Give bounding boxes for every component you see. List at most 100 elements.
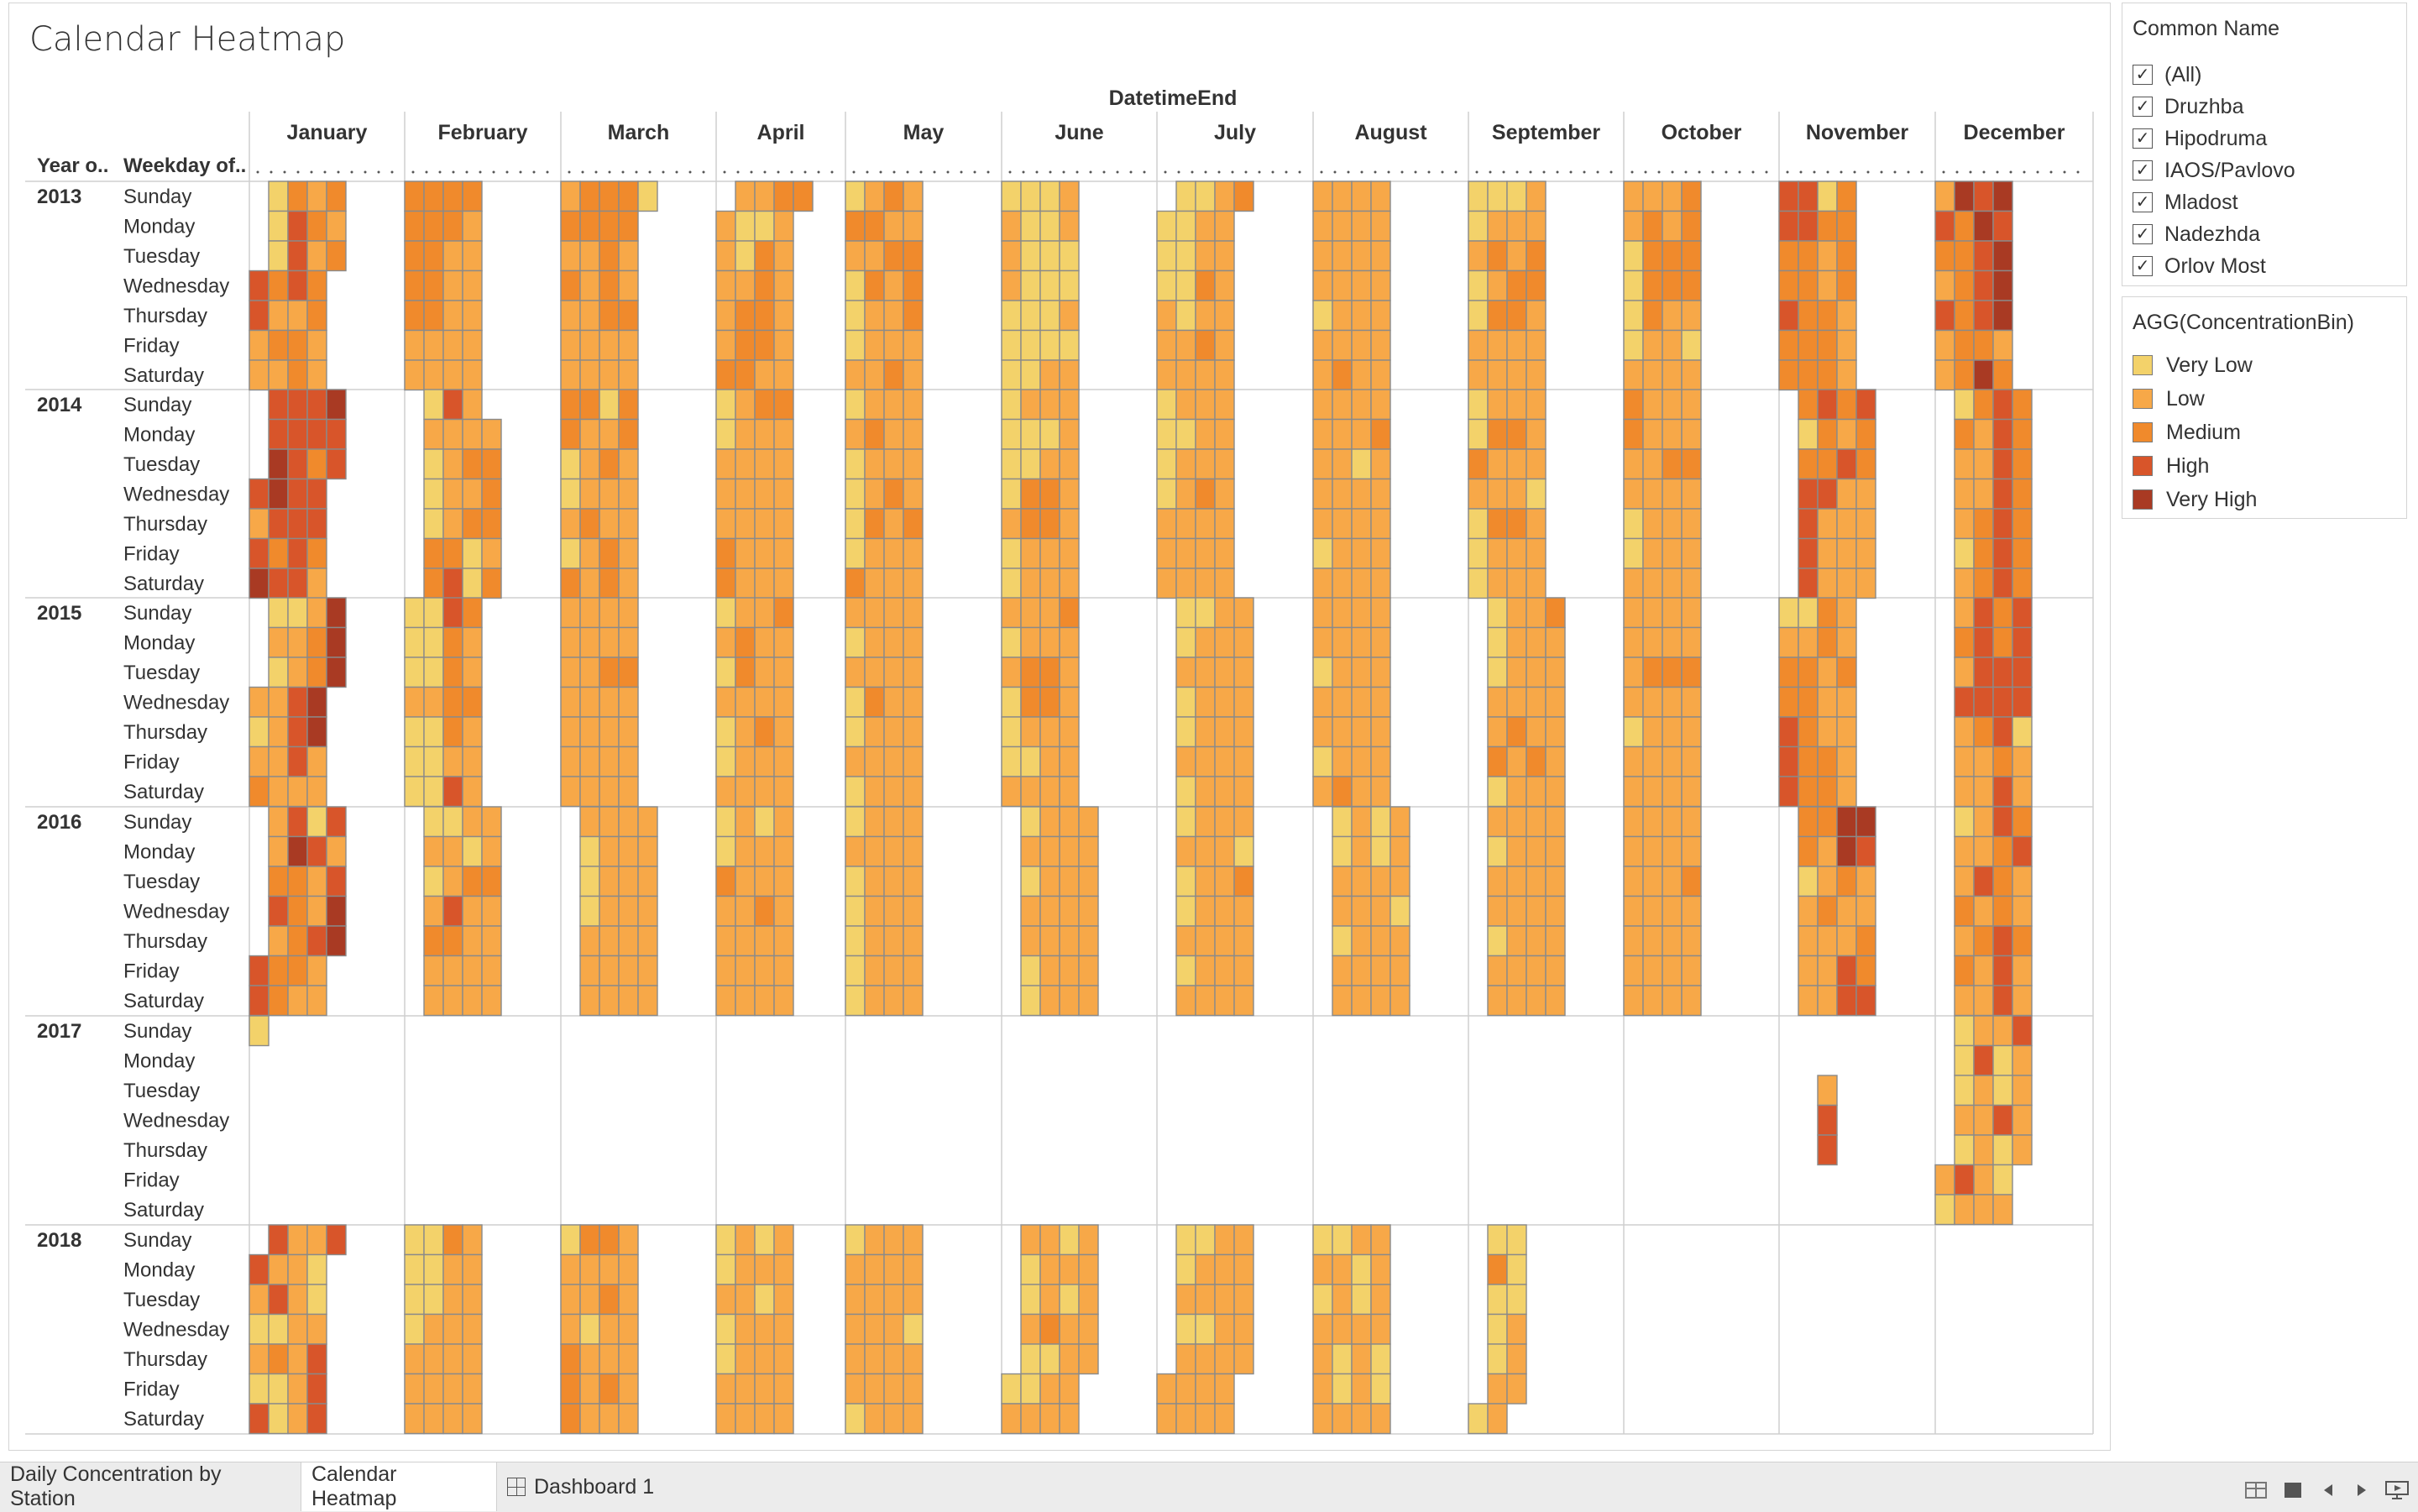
heatmap-cell[interactable] xyxy=(249,478,270,510)
heatmap-cell[interactable] xyxy=(1506,955,1527,986)
heatmap-cell[interactable] xyxy=(1798,329,1819,361)
heatmap-cell[interactable] xyxy=(1836,925,1857,957)
heatmap-cell[interactable] xyxy=(1370,359,1391,391)
heatmap-cell[interactable] xyxy=(1642,806,1663,838)
heatmap-cell[interactable] xyxy=(560,597,581,629)
heatmap-cell[interactable] xyxy=(1526,597,1547,629)
heatmap-cell[interactable] xyxy=(1175,568,1196,599)
heatmap-cell[interactable] xyxy=(1020,806,1041,838)
heatmap-cell[interactable] xyxy=(1351,418,1372,450)
heatmap-cell[interactable] xyxy=(1954,329,1975,361)
heatmap-cell[interactable] xyxy=(1836,657,1857,688)
heatmap-cell[interactable] xyxy=(404,1224,425,1256)
heatmap-cell[interactable] xyxy=(1351,1284,1372,1316)
heatmap-cell[interactable] xyxy=(1175,508,1196,540)
heatmap-cell[interactable] xyxy=(1642,895,1663,927)
heatmap-cell[interactable] xyxy=(903,508,924,540)
heatmap-cell[interactable] xyxy=(268,418,289,450)
heatmap-cell[interactable] xyxy=(1836,240,1857,272)
heatmap-cell[interactable] xyxy=(864,925,885,957)
heatmap-cell[interactable] xyxy=(1545,746,1566,777)
heatmap-cell[interactable] xyxy=(1059,359,1080,391)
heatmap-cell[interactable] xyxy=(1059,806,1080,838)
heatmap-cell[interactable] xyxy=(1681,389,1702,421)
heatmap-cell[interactable] xyxy=(1332,329,1353,361)
heatmap-cell[interactable] xyxy=(579,716,600,748)
heatmap-cell[interactable] xyxy=(773,806,794,838)
heatmap-cell[interactable] xyxy=(1312,478,1333,510)
heatmap-cell[interactable] xyxy=(579,955,600,986)
heatmap-cell[interactable] xyxy=(1836,686,1857,718)
heatmap-cell[interactable] xyxy=(1954,1075,1975,1107)
heatmap-cell[interactable] xyxy=(1175,985,1196,1017)
heatmap-cell[interactable] xyxy=(579,1343,600,1375)
heatmap-cell[interactable] xyxy=(1954,389,1975,421)
heatmap-cell[interactable] xyxy=(1059,716,1080,748)
heatmap-cell[interactable] xyxy=(1817,359,1838,391)
heatmap-cell[interactable] xyxy=(1973,418,1994,450)
heatmap-cell[interactable] xyxy=(1642,359,1663,391)
heatmap-cell[interactable] xyxy=(579,835,600,867)
heatmap-cell[interactable] xyxy=(287,300,308,332)
heatmap-cell[interactable] xyxy=(1992,478,2013,510)
heatmap-cell[interactable] xyxy=(1855,389,1876,421)
heatmap-cell[interactable] xyxy=(1059,537,1080,569)
heatmap-cell[interactable] xyxy=(715,389,736,421)
heatmap-cell[interactable] xyxy=(423,1253,444,1285)
heatmap-cell[interactable] xyxy=(864,329,885,361)
heatmap-cell[interactable] xyxy=(1214,1253,1235,1285)
heatmap-cell[interactable] xyxy=(287,895,308,927)
heatmap-cell[interactable] xyxy=(1526,300,1547,332)
heatmap-cell[interactable] xyxy=(903,895,924,927)
heatmap-cell[interactable] xyxy=(1623,985,1644,1017)
heatmap-cell[interactable] xyxy=(1195,210,1216,242)
heatmap-cell[interactable] xyxy=(1214,626,1235,658)
heatmap-cell[interactable] xyxy=(1681,657,1702,688)
heatmap-cell[interactable] xyxy=(1506,448,1527,480)
heatmap-cell[interactable] xyxy=(903,1284,924,1316)
heatmap-cell[interactable] xyxy=(773,895,794,927)
heatmap-cell[interactable] xyxy=(599,1224,620,1256)
heatmap-cell[interactable] xyxy=(1992,300,2013,332)
heatmap-cell[interactable] xyxy=(2012,1015,2033,1047)
heatmap-cell[interactable] xyxy=(268,597,289,629)
heatmap-cell[interactable] xyxy=(735,1313,756,1345)
heatmap-cell[interactable] xyxy=(1332,389,1353,421)
heatmap-cell[interactable] xyxy=(618,1343,639,1375)
heatmap-cell[interactable] xyxy=(1623,866,1644,897)
heatmap-cell[interactable] xyxy=(442,240,463,272)
heatmap-cell[interactable] xyxy=(845,776,866,808)
heatmap-cell[interactable] xyxy=(1214,359,1235,391)
heatmap-cell[interactable] xyxy=(1817,537,1838,569)
heatmap-cell[interactable] xyxy=(1973,1075,1994,1107)
heatmap-cell[interactable] xyxy=(903,329,924,361)
heatmap-cell[interactable] xyxy=(1623,686,1644,718)
heatmap-cell[interactable] xyxy=(883,568,904,599)
heatmap-cell[interactable] xyxy=(1020,329,1041,361)
heatmap-cell[interactable] xyxy=(1973,1134,1994,1166)
heatmap-cell[interactable] xyxy=(1798,478,1819,510)
heatmap-cell[interactable] xyxy=(579,269,600,301)
heatmap-cell[interactable] xyxy=(1992,1015,2013,1047)
heatmap-cell[interactable] xyxy=(306,478,327,510)
heatmap-cell[interactable] xyxy=(773,359,794,391)
heatmap-cell[interactable] xyxy=(442,806,463,838)
heatmap-cell[interactable] xyxy=(579,806,600,838)
heatmap-cell[interactable] xyxy=(883,746,904,777)
heatmap-cell[interactable] xyxy=(1778,716,1799,748)
heatmap-cell[interactable] xyxy=(903,1253,924,1285)
heatmap-cell[interactable] xyxy=(637,985,658,1017)
heatmap-cell[interactable] xyxy=(599,866,620,897)
heatmap-cell[interactable] xyxy=(883,776,904,808)
heatmap-cell[interactable] xyxy=(1214,1224,1235,1256)
heatmap-cell[interactable] xyxy=(462,776,483,808)
heatmap-cell[interactable] xyxy=(1623,478,1644,510)
heatmap-cell[interactable] xyxy=(1332,568,1353,599)
heatmap-cell[interactable] xyxy=(1351,626,1372,658)
heatmap-cell[interactable] xyxy=(481,418,502,450)
heatmap-cell[interactable] xyxy=(864,210,885,242)
heatmap-cell[interactable] xyxy=(1370,1313,1391,1345)
heatmap-cell[interactable] xyxy=(1332,1373,1353,1405)
heatmap-cell[interactable] xyxy=(1954,716,1975,748)
heatmap-cell[interactable] xyxy=(1214,597,1235,629)
